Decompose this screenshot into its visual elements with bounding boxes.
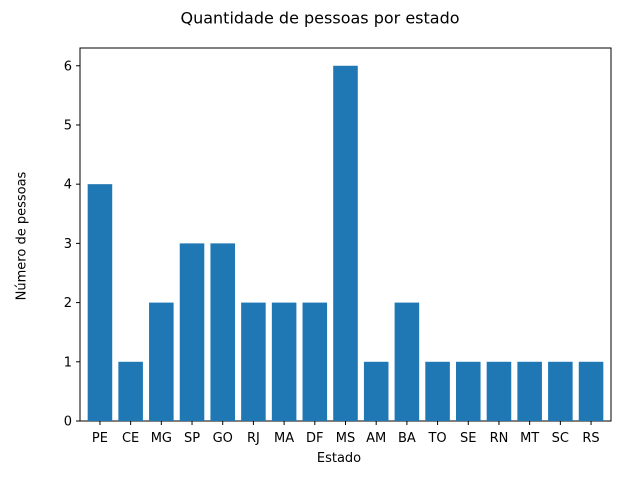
bar-rj xyxy=(241,302,266,421)
y-tick-label-5: 5 xyxy=(64,118,72,133)
y-axis-label: Número de pessoas xyxy=(15,171,30,300)
y-tick-label-0: 0 xyxy=(64,415,72,430)
bar-go xyxy=(210,243,235,421)
y-tick-label-4: 4 xyxy=(64,178,72,193)
x-tick-label-am: AM xyxy=(366,431,386,446)
x-tick-label-se: SE xyxy=(460,431,476,446)
bar-pe xyxy=(87,184,113,421)
bar-df xyxy=(302,302,328,421)
bar-am xyxy=(363,361,389,421)
x-tick-label-mt: MT xyxy=(520,431,539,446)
x-tick-label-ba: BA xyxy=(398,431,416,446)
x-tick-label-rn: RN xyxy=(490,431,509,446)
x-tick-label-ma: MA xyxy=(274,431,294,446)
bar-sc xyxy=(548,361,573,421)
bar-rn xyxy=(486,361,512,421)
bar-mt xyxy=(517,361,542,421)
x-tick-label-ms: MS xyxy=(336,431,355,446)
bar-ba xyxy=(394,302,420,421)
x-tick-label-pe: PE xyxy=(92,431,108,446)
y-tick-label-6: 6 xyxy=(64,59,72,74)
chart-title: Quantidade de pessoas por estado xyxy=(180,9,459,28)
bar-ms xyxy=(333,65,358,421)
x-axis-label: Estado xyxy=(317,451,361,466)
x-tick-label-rs: RS xyxy=(582,431,599,446)
y-axis: 0 1 2 3 4 5 6 xyxy=(64,59,80,430)
bar-to xyxy=(425,361,450,421)
bar-se xyxy=(456,361,481,421)
x-tick-label-sp: SP xyxy=(184,431,200,446)
x-tick-label-sc: SC xyxy=(552,431,569,446)
x-tick-label-to: TO xyxy=(427,431,446,446)
y-tick-label-3: 3 xyxy=(64,237,72,252)
x-tick-label-go: GO xyxy=(213,431,233,446)
bar-rs xyxy=(578,361,604,421)
bar-series xyxy=(87,65,604,421)
bar-sp xyxy=(179,243,205,421)
x-tick-label-rj: RJ xyxy=(247,431,260,446)
bar-mg xyxy=(149,302,174,421)
y-tick-label-1: 1 xyxy=(64,355,72,370)
x-tick-label-ce: CE xyxy=(122,431,139,446)
x-tick-label-mg: MG xyxy=(151,431,172,446)
bar-ce xyxy=(118,361,143,421)
y-tick-label-2: 2 xyxy=(64,296,72,311)
x-tick-label-df: DF xyxy=(306,431,324,446)
x-axis: PE CE MG SP GO RJ MA DF MS AM BA TO SE RN MT SC RS xyxy=(92,421,600,446)
bar-ma xyxy=(271,302,297,421)
